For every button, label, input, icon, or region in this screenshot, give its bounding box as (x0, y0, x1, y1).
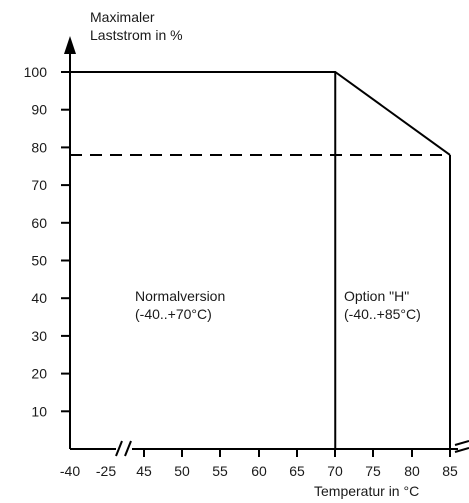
x-tick-label: -25 (96, 463, 116, 479)
y-axis-arrow-icon (64, 36, 76, 54)
x-ticks: -40 -25 45 50 55 60 65 70 75 80 85 (60, 449, 458, 479)
x-tick-label: 50 (174, 463, 190, 479)
y-tick-label: 30 (31, 328, 47, 344)
x-tick-label: 60 (251, 463, 267, 479)
region-normal-label: Normalversion (135, 288, 225, 304)
y-tick-label: 10 (31, 403, 47, 419)
vertical-lines (334, 72, 451, 449)
y-tick-label: 100 (24, 64, 48, 80)
x-tick-label: 65 (289, 463, 305, 479)
y-tick-label: 50 (31, 253, 47, 269)
x-tick-label: 85 (442, 463, 458, 479)
x-tick-label: 80 (404, 463, 420, 479)
x-tick-label: 70 (327, 463, 343, 479)
series-group (70, 71, 451, 156)
y-tick-label: 80 (31, 139, 47, 155)
y-ticks: 10 20 30 40 50 60 70 80 90 100 (24, 64, 70, 419)
region-normal-range: (-40..+70°C) (135, 306, 212, 322)
series-line-solid (70, 71, 451, 156)
y-tick-label: 20 (31, 366, 47, 382)
x-axis-label: Temperatur in °C (314, 483, 419, 499)
y-axis-label-line-2: Laststrom in % (90, 27, 183, 43)
region-option-h-label: Option "H" (344, 288, 409, 304)
y-tick-label: 40 (31, 290, 47, 306)
x-axis-end-break-mark (454, 440, 469, 453)
region-option-h-range: (-40..+85°C) (344, 306, 421, 322)
y-tick-label: 70 (31, 177, 47, 193)
x-tick-label: -40 (60, 463, 80, 479)
x-tick-label: 75 (365, 463, 381, 479)
axis-break-mark (115, 440, 132, 457)
x-tick-label: 55 (212, 463, 228, 479)
y-axis-label-line-1: Maximaler (90, 9, 155, 25)
y-tick-label: 60 (31, 215, 47, 231)
x-tick-label: 45 (136, 463, 152, 479)
y-tick-label: 90 (31, 102, 47, 118)
